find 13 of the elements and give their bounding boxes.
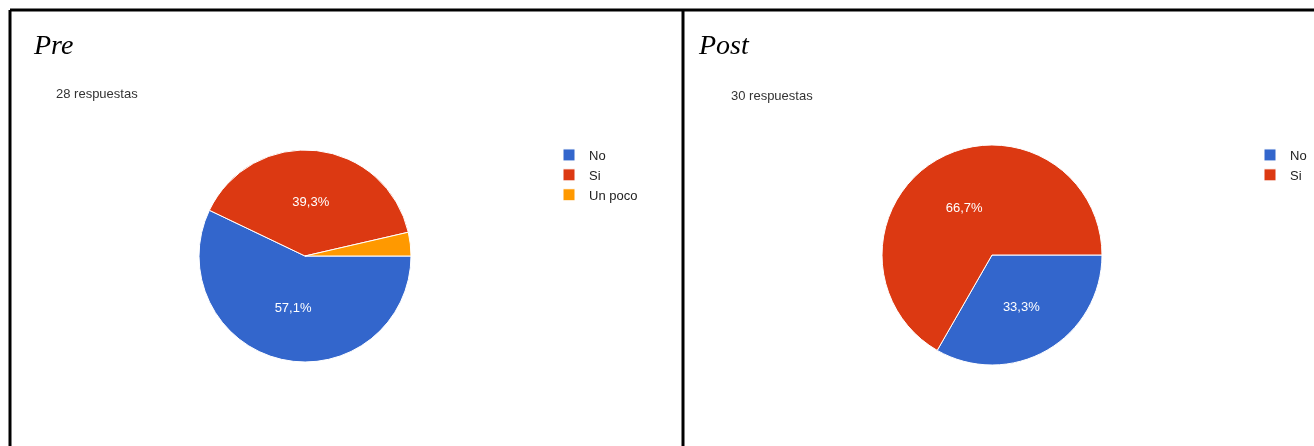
legend-label: No <box>589 148 606 164</box>
chart-title: Pre <box>34 29 74 60</box>
legend-label: Si <box>589 167 601 183</box>
legend-label: Un poco <box>589 187 638 203</box>
chart-subtitle: 28 respuestas <box>56 86 138 101</box>
chart-subtitle: 30 respuestas <box>731 88 813 103</box>
legend-label: No <box>1290 148 1307 164</box>
data-label: 33,3% <box>1002 298 1041 314</box>
chart-title: Post <box>699 29 749 60</box>
data-label: 57,1% <box>274 300 312 316</box>
legend-label: Si <box>1290 167 1302 183</box>
data-label: 39,3% <box>292 194 330 210</box>
data-label: 66,7% <box>945 199 984 215</box>
